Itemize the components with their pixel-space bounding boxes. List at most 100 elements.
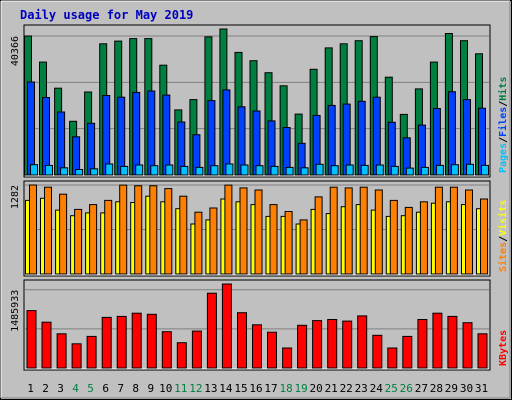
bar-kbytes-day-8 [131, 312, 142, 369]
x-label-day: 5 [87, 382, 94, 395]
x-label-day: 28 [430, 382, 443, 395]
bar-kbytes-day-17 [267, 331, 277, 369]
side-label-part: Files [497, 107, 509, 137]
series-sites [29, 184, 488, 275]
bar-files-day-13 [207, 100, 216, 176]
bar-pages-day-27 [420, 166, 429, 176]
bar-sites-day-27 [419, 201, 428, 275]
bar-pages-day-18 [285, 166, 294, 176]
x-label-day: 27 [415, 382, 428, 395]
bar-kbytes-day-27 [417, 319, 428, 369]
bar-sites-day-24 [374, 189, 383, 275]
bar-kbytes-day-10 [161, 331, 172, 369]
bar-sites-day-25 [389, 199, 398, 275]
bar-kbytes-day-12 [191, 330, 202, 369]
x-label-day: 16 [249, 382, 262, 395]
side-label-part: KBytes [498, 330, 509, 366]
side-label-part: Hits [497, 77, 509, 101]
series-files [27, 81, 486, 176]
x-label-day: 7 [117, 382, 124, 395]
x-label-day: 10 [159, 382, 172, 395]
bar-pages-day-22 [345, 164, 354, 176]
bar-pages-day-2 [45, 164, 53, 176]
bar-pages-day-25 [390, 165, 399, 176]
x-label-day: 12 [189, 382, 202, 395]
bar-kbytes-day-13 [206, 292, 217, 369]
bar-pages-day-8 [135, 164, 144, 176]
bar-kbytes-day-1 [26, 310, 37, 369]
panel-side-label: Sites/Visits [497, 200, 509, 272]
bar-sites-day-2 [44, 186, 52, 275]
bar-files-day-1 [27, 81, 35, 176]
bar-files-day-6 [102, 95, 111, 176]
y-max-label: 40366 [10, 36, 21, 66]
x-label-day: 18 [279, 382, 292, 395]
bar-sites-day-30 [465, 189, 473, 275]
bar-kbytes-day-18 [282, 347, 293, 369]
x-label-day: 2 [42, 382, 49, 395]
bar-sites-day-9 [149, 185, 158, 275]
bar-kbytes-day-5 [86, 335, 97, 369]
x-label-day: 4 [72, 382, 79, 395]
panel-sites-visits: 1282 Sites/Visits [10, 180, 509, 277]
bar-pages-day-12 [195, 166, 204, 176]
bar-sites-day-28 [434, 186, 443, 275]
bar-kbytes-day-31 [477, 333, 488, 369]
bar-pages-day-31 [481, 164, 489, 176]
bar-pages-day-26 [405, 167, 414, 176]
bar-sites-day-16 [254, 189, 263, 275]
bar-sites-day-15 [239, 187, 248, 275]
bar-pages-day-24 [375, 164, 384, 176]
bar-pages-day-29 [450, 164, 459, 176]
x-label-day: 14 [219, 382, 233, 395]
bar-sites-day-19 [299, 219, 308, 275]
bar-sites-day-12 [194, 211, 203, 275]
bar-pages-day-17 [270, 165, 279, 176]
bar-sites-day-29 [449, 186, 458, 275]
bar-sites-day-1 [29, 184, 37, 275]
bar-files-day-29 [447, 91, 456, 176]
bar-sites-day-22 [344, 187, 353, 275]
x-label-day: 6 [102, 382, 109, 395]
x-label-day: 9 [147, 382, 154, 395]
bar-sites-day-23 [359, 186, 368, 275]
bar-kbytes-day-19 [297, 324, 308, 369]
x-axis-day-labels: 1 2 3 4 5 6 7 8 9 10 11 12 13 14 15 16 17 18 19 20 21 22 23 24 2… [27, 382, 488, 395]
bar-kbytes-day-24 [372, 334, 383, 369]
bar-kbytes-day-23 [357, 315, 368, 369]
bar-sites-day-31 [480, 198, 488, 275]
bar-kbytes-day-3 [56, 333, 67, 369]
series-kbytes [26, 283, 488, 369]
bar-sites-day-4 [74, 208, 83, 275]
bar-kbytes-day-26 [402, 335, 413, 369]
panel-side-label: KBytes [498, 330, 509, 366]
bar-pages-day-10 [165, 164, 174, 176]
chart-panels: 40366Pages/Files/Hits1282Sites/Visits148… [10, 24, 509, 371]
bar-pages-day-16 [255, 165, 264, 176]
bar-kbytes-day-29 [447, 315, 458, 369]
x-label-day: 31 [475, 382, 488, 395]
x-label-day: 24 [370, 382, 384, 395]
bar-kbytes-day-2 [41, 321, 52, 369]
side-label-part: / [498, 101, 509, 107]
side-label-part: Pages [498, 143, 509, 173]
bar-files-day-21 [327, 104, 336, 176]
x-label-day: 15 [234, 382, 247, 395]
chart-title: Daily usage for May 2019 [20, 8, 193, 22]
bar-sites-day-6 [104, 199, 113, 275]
bar-kbytes-day-21 [327, 319, 338, 369]
bar-files-day-2 [42, 97, 50, 176]
bar-sites-day-11 [179, 195, 188, 275]
bar-sites-day-7 [119, 184, 128, 275]
bar-files-day-30 [463, 99, 471, 176]
bar-kbytes-day-4 [71, 343, 82, 369]
bar-pages-day-30 [466, 163, 474, 176]
bar-pages-day-7 [120, 165, 129, 176]
y-max-label: 1485933 [10, 290, 21, 332]
bar-kbytes-day-16 [252, 324, 262, 369]
bar-files-day-3 [57, 111, 66, 176]
bar-sites-day-20 [314, 196, 323, 275]
bar-pages-day-11 [180, 165, 189, 176]
